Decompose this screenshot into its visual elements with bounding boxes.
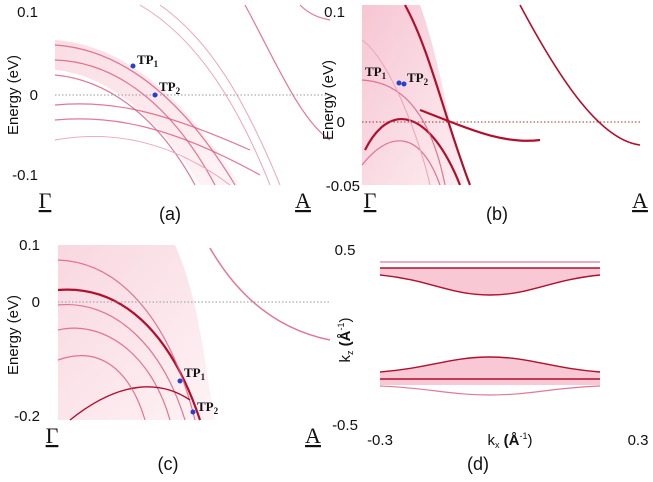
touching-point xyxy=(152,92,158,98)
y-tick-label: 0.5 xyxy=(335,242,356,259)
axis-close: ) xyxy=(337,317,354,322)
band-region xyxy=(58,245,215,420)
panel-b: 0.1 0 -0.05 Energy (eV) Γ A (b) TP1 TP2 xyxy=(320,4,648,224)
x-tick-label: 0.3 xyxy=(628,432,649,449)
panel-d: 0.5 -0.5 -0.3 0.3 kz (Å-1) kx (Å-1) (d) xyxy=(332,242,648,474)
axis-close: ) xyxy=(528,432,533,449)
band xyxy=(54,103,251,151)
touching-point xyxy=(130,63,136,69)
axis-sub: x xyxy=(495,440,500,450)
band xyxy=(57,327,171,421)
band xyxy=(54,118,261,176)
band xyxy=(519,4,641,146)
point-label: TP1 xyxy=(137,52,159,69)
y-axis-label: kz (Å-1) xyxy=(336,317,355,362)
band xyxy=(379,274,601,296)
y-tick-label: -0.05 xyxy=(326,178,360,195)
axis-sub: z xyxy=(345,350,355,355)
panel-label: (a) xyxy=(159,204,181,224)
y-tick-label: 0.1 xyxy=(19,237,40,254)
band xyxy=(57,288,202,421)
band xyxy=(139,4,271,186)
band xyxy=(54,59,216,186)
band xyxy=(379,385,601,396)
y-tick-label: 0.1 xyxy=(324,4,345,21)
band xyxy=(379,356,601,373)
x-axis-label: kx (Å-1) xyxy=(487,431,532,450)
y-tick-label: 0 xyxy=(337,114,345,131)
band xyxy=(419,108,541,142)
band xyxy=(159,4,281,186)
x-tick-label: A xyxy=(295,188,311,213)
y-tick-label: -0.2 xyxy=(14,408,40,425)
panel-c: 0.1 0 -0.2 Energy (eV) Γ A (c) TP1 TP2 xyxy=(5,237,331,474)
y-tick-label: 0.1 xyxy=(17,4,38,21)
point-label: TP1 xyxy=(184,365,206,382)
band-region xyxy=(362,5,465,185)
axis-text: k xyxy=(337,355,354,363)
touching-point xyxy=(177,378,183,384)
band xyxy=(57,355,146,421)
axis-sup: -1 xyxy=(336,322,346,330)
point-sub: 2 xyxy=(424,77,429,87)
band xyxy=(54,74,196,186)
point-label: TP2 xyxy=(197,399,219,416)
point-sub: 2 xyxy=(176,86,181,96)
point-label: TP2 xyxy=(407,70,429,87)
point-text: TP xyxy=(197,399,214,414)
band xyxy=(209,247,331,341)
band xyxy=(364,118,462,186)
point-label: TP1 xyxy=(365,64,387,81)
point-sub: 2 xyxy=(214,406,219,416)
y-axis-label: Energy (eV) xyxy=(5,295,22,375)
y-axis-label: Energy (eV) xyxy=(320,60,337,140)
band-region xyxy=(380,268,600,295)
axis-unit: (Å xyxy=(499,432,519,449)
panel-label: (c) xyxy=(158,454,179,474)
point-text: TP xyxy=(407,70,424,85)
panel-label: (b) xyxy=(486,204,508,224)
x-tick-label: Γ xyxy=(39,188,52,213)
point-text: TP xyxy=(365,64,382,79)
point-sub: 1 xyxy=(382,71,387,81)
axis-text: k xyxy=(487,432,495,449)
touching-point xyxy=(396,80,402,86)
panel-a: 0.1 0 -0.1 Energy (eV) Γ A (a) TP1 TP2 xyxy=(5,4,331,224)
band xyxy=(54,135,231,186)
point-sub: 1 xyxy=(201,372,206,382)
y-tick-label: 0 xyxy=(30,87,38,104)
touching-point xyxy=(401,81,407,87)
axis-sup: -1 xyxy=(519,431,527,441)
y-tick-label: -0.1 xyxy=(12,167,38,184)
band-region xyxy=(380,357,600,385)
panel-label: (d) xyxy=(467,454,489,474)
y-tick-label: -0.5 xyxy=(332,417,358,434)
y-tick-label: 0 xyxy=(32,294,40,311)
point-label: TP2 xyxy=(159,79,181,96)
band xyxy=(244,4,331,141)
band xyxy=(361,140,441,186)
band xyxy=(361,79,446,186)
band xyxy=(57,259,196,421)
band xyxy=(299,4,331,21)
band xyxy=(69,386,191,421)
axis-unit: (Å xyxy=(337,330,354,350)
x-tick-label: A xyxy=(305,423,321,448)
x-tick-label: Γ xyxy=(364,188,377,213)
x-tick-label: -0.3 xyxy=(367,432,393,449)
point-text: TP xyxy=(137,52,154,67)
touching-point xyxy=(190,409,196,415)
x-tick-label: A xyxy=(632,188,648,213)
band xyxy=(54,44,236,186)
band xyxy=(404,4,472,186)
y-axis-label: Energy (eV) xyxy=(5,55,22,135)
point-sub: 1 xyxy=(154,59,159,69)
point-text: TP xyxy=(159,79,176,94)
point-text: TP xyxy=(184,365,201,380)
x-tick-label: Γ xyxy=(46,423,59,448)
band xyxy=(361,39,431,186)
